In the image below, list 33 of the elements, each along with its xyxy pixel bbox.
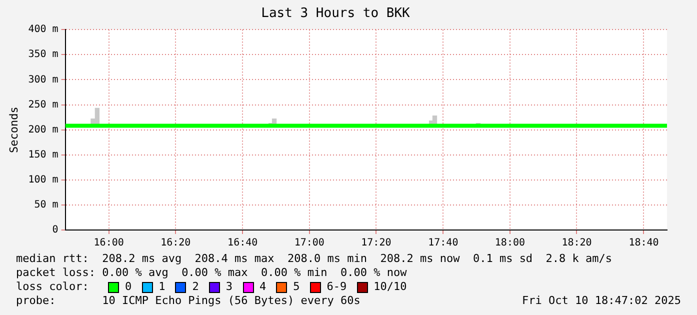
text: 2 xyxy=(191,280,199,294)
text: Fri Oct 10 18:47:02 2025 xyxy=(522,294,681,308)
text: loss color: xyxy=(16,280,90,294)
y-tick-label: 400 m xyxy=(28,24,58,36)
x-tick-label: 18:00 xyxy=(494,238,526,249)
text: packet loss: 0.00 % avg 0.00 % max 0.00 % min 0.00 % now xyxy=(16,266,408,280)
x-tick-label: 16:20 xyxy=(160,238,191,249)
text: 1 xyxy=(158,280,166,294)
x-tick-label: 16:40 xyxy=(228,238,258,249)
text: median rtt: 208.2 ms avg 208.4 ms max 208.0 ms min 208.2 ms now 0.1 ms sd 2.8 k am/s xyxy=(16,252,614,266)
x-tick-label: 17:00 xyxy=(294,238,324,249)
y-tick-label: 350 m xyxy=(28,49,58,60)
text: probe: 10 ICMP Echo Pings (56 Bytes) every 60s xyxy=(16,294,360,308)
text: 10/10 xyxy=(372,280,407,294)
x-tick-label: 17:40 xyxy=(428,238,458,249)
text: 5 xyxy=(292,280,300,294)
y-tick-label: 200 m xyxy=(28,124,58,136)
x-tick-label: 18:20 xyxy=(562,238,592,249)
y-axis-title: Seconds xyxy=(7,106,20,153)
text: 3 xyxy=(224,280,232,294)
text: 4 xyxy=(258,280,266,294)
y-tick-label: 100 m xyxy=(28,174,58,186)
text: 6-9 xyxy=(326,280,347,294)
y-tick-label: 0 xyxy=(52,224,58,236)
text: 0 xyxy=(124,280,132,294)
y-tick-label: 50 m xyxy=(34,200,58,211)
x-tick-label: 16:00 xyxy=(94,238,124,249)
y-tick-label: 300 m xyxy=(28,74,58,86)
y-tick-label: 150 m xyxy=(28,149,58,160)
y-tick-label: 250 m xyxy=(28,99,58,110)
chart-title: Last 3 Hours to BKK xyxy=(261,6,410,22)
x-tick-label: 18:40 xyxy=(628,238,659,249)
x-tick-label: 17:20 xyxy=(361,238,392,249)
